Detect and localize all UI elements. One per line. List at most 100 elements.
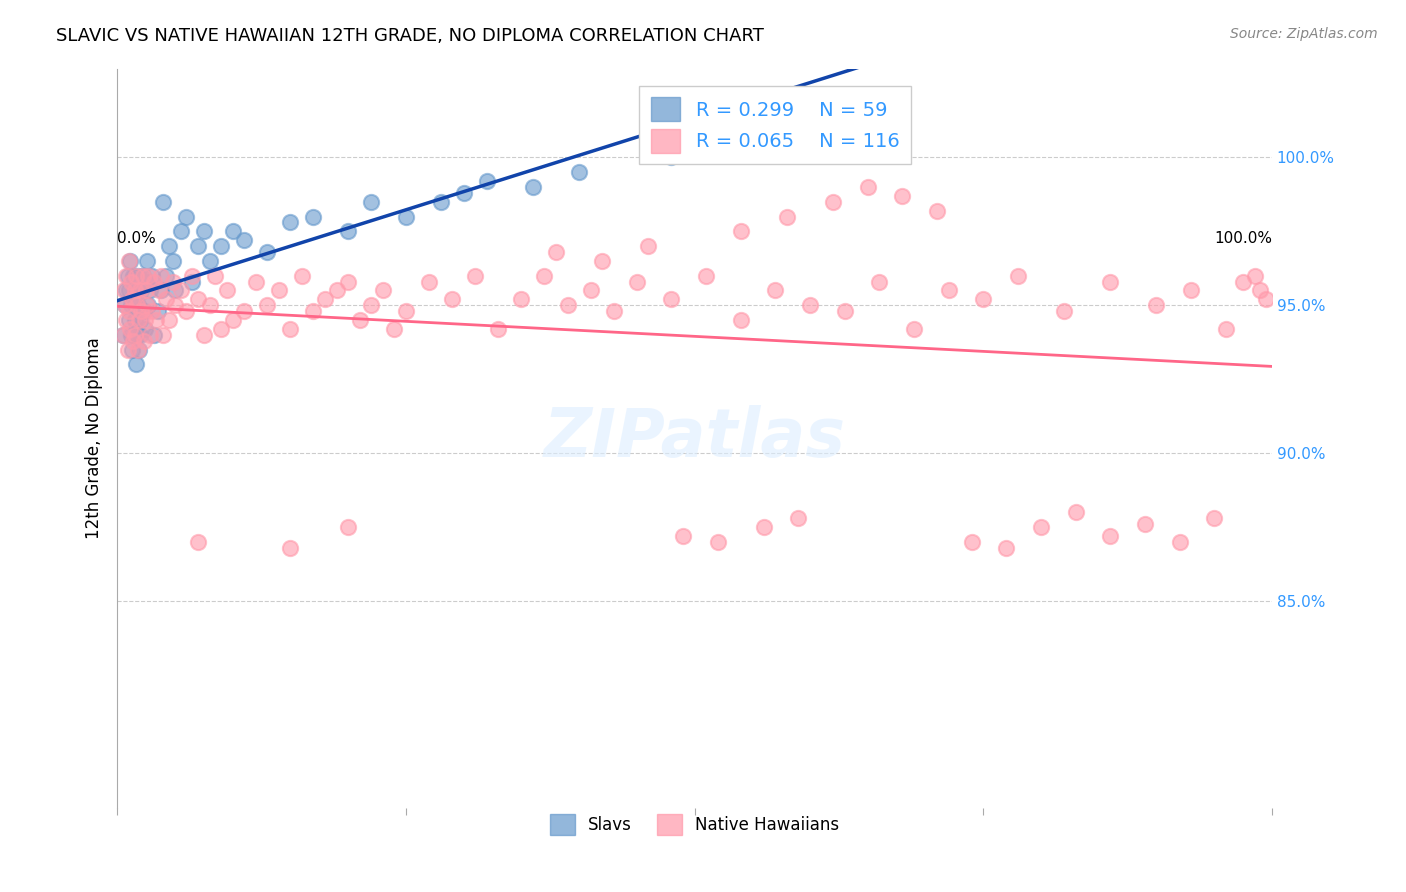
Point: [637, 239, 659, 253]
Point: [176, 304, 198, 318]
Point: [162, 253, 184, 268]
Point: [124, 268, 146, 283]
Point: [143, 327, 166, 342]
Point: [591, 253, 613, 268]
Point: [193, 327, 215, 342]
Point: [280, 541, 302, 555]
Point: [204, 268, 226, 283]
Point: [395, 304, 418, 318]
Point: [125, 327, 148, 342]
Point: [155, 268, 177, 283]
Point: [129, 313, 152, 327]
Point: [763, 284, 786, 298]
Point: [118, 313, 141, 327]
Point: [291, 268, 314, 283]
Point: [256, 245, 278, 260]
Point: [131, 268, 153, 283]
Point: [453, 186, 475, 200]
Point: [122, 334, 145, 348]
Point: [1053, 304, 1076, 318]
Point: [135, 284, 157, 298]
Point: [124, 284, 146, 298]
Point: [136, 298, 159, 312]
Point: [314, 293, 336, 307]
Point: [209, 322, 232, 336]
Point: [1215, 322, 1237, 336]
Point: [118, 253, 141, 268]
Point: [349, 313, 371, 327]
Point: [115, 313, 138, 327]
Point: [120, 327, 142, 342]
Point: [752, 520, 775, 534]
Point: [337, 224, 360, 238]
Point: [118, 284, 141, 298]
Point: [730, 313, 752, 327]
Point: [221, 313, 243, 327]
Point: [475, 174, 498, 188]
Point: [124, 327, 146, 342]
Point: [1133, 517, 1156, 532]
Point: [152, 327, 174, 342]
Y-axis label: 12th Grade, No Diploma: 12th Grade, No Diploma: [86, 337, 103, 540]
Point: [787, 511, 810, 525]
Point: [337, 275, 360, 289]
Point: [134, 313, 156, 327]
Point: [111, 327, 134, 342]
Point: [799, 298, 821, 312]
Point: [131, 268, 153, 283]
Point: [124, 298, 146, 312]
Point: [360, 194, 382, 209]
Point: [1243, 268, 1265, 283]
Point: [150, 268, 173, 283]
Point: [135, 275, 157, 289]
Text: Source: ZipAtlas.com: Source: ZipAtlas.com: [1230, 27, 1378, 41]
Point: [187, 293, 209, 307]
Point: [146, 304, 169, 318]
Point: [131, 284, 153, 298]
Point: [157, 313, 180, 327]
Point: [193, 224, 215, 238]
Point: [382, 322, 405, 336]
Point: [111, 327, 134, 342]
Point: [121, 293, 143, 307]
Point: [163, 298, 186, 312]
Point: [221, 224, 243, 238]
Point: [170, 224, 193, 238]
Point: [1007, 268, 1029, 283]
Point: [124, 313, 146, 327]
Point: [661, 293, 683, 307]
Point: [187, 239, 209, 253]
Point: [891, 188, 914, 202]
Point: [429, 194, 451, 209]
Point: [856, 180, 879, 194]
Point: [834, 304, 856, 318]
Point: [215, 284, 238, 298]
Point: [533, 268, 555, 283]
Point: [120, 298, 142, 312]
Point: [118, 304, 141, 318]
Point: [544, 245, 567, 260]
Point: [129, 327, 152, 342]
Point: [280, 215, 302, 229]
Point: [138, 327, 160, 342]
Point: [155, 293, 177, 307]
Point: [163, 284, 186, 298]
Point: [152, 194, 174, 209]
Point: [1180, 284, 1202, 298]
Point: [661, 150, 683, 164]
Point: [1064, 506, 1087, 520]
Point: [117, 268, 139, 283]
Point: [198, 253, 221, 268]
Point: [141, 304, 163, 318]
Point: [626, 275, 648, 289]
Point: [395, 210, 418, 224]
Point: [938, 284, 960, 298]
Point: [418, 275, 440, 289]
Point: [1204, 511, 1226, 525]
Point: [127, 268, 149, 283]
Point: [176, 210, 198, 224]
Point: [995, 541, 1018, 555]
Point: [127, 298, 149, 312]
Point: [441, 293, 464, 307]
Point: [162, 275, 184, 289]
